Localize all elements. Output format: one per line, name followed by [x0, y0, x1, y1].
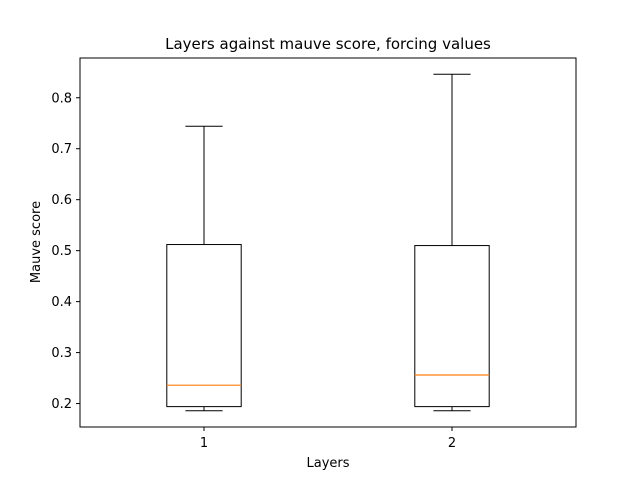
box-2 [414, 73, 490, 412]
x-tick-label: 1 [200, 436, 208, 451]
axes-frame [79, 57, 577, 428]
box-iqr [166, 244, 242, 408]
box-1 [166, 125, 242, 412]
y-axis: 0.2 0.3 0.4 0.5 0.6 0.7 0.8 [51, 91, 80, 412]
y-tick-label: 0.5 [51, 244, 72, 259]
y-tick-label: 0.7 [51, 142, 72, 157]
x-axis-label: Layers [306, 456, 349, 471]
y-axis-label: Mauve score [29, 201, 44, 283]
y-tick-label: 0.8 [51, 91, 72, 106]
plot-area [166, 73, 490, 412]
x-tick-label: 2 [448, 436, 456, 451]
chart-title: Layers against mauve score, forcing valu… [165, 35, 491, 53]
y-tick-label: 0.6 [51, 193, 72, 208]
y-tick-label: 0.4 [51, 295, 72, 310]
box-iqr [414, 245, 490, 408]
y-tick-label: 0.2 [51, 397, 72, 412]
y-tick-label: 0.3 [51, 346, 72, 361]
